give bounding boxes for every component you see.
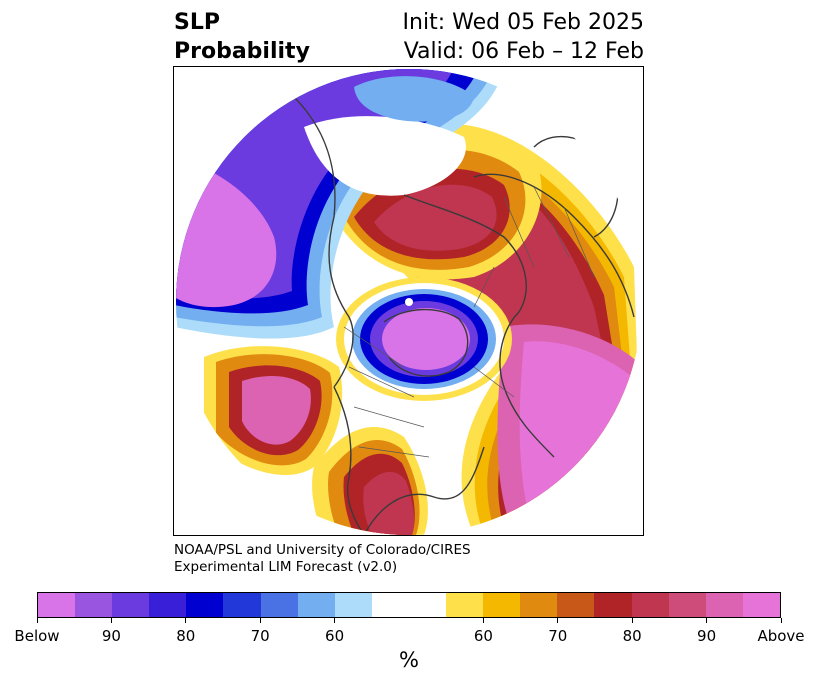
colorbar-tick xyxy=(557,618,559,623)
colorbar-below-segment xyxy=(223,593,261,617)
colorbar-above-segment xyxy=(742,593,780,617)
political-border xyxy=(563,206,595,278)
variable-type: Probability xyxy=(174,39,310,64)
colorbar-tick xyxy=(259,618,261,623)
colorbar-tick xyxy=(780,618,782,623)
colorbar-tick-label: 80 xyxy=(622,627,642,645)
map-title-variable: SLP Probability xyxy=(174,8,310,66)
probability-colorbar xyxy=(37,592,781,618)
coastline xyxy=(363,446,485,535)
political-border xyxy=(473,366,515,398)
coastline xyxy=(383,308,469,377)
colorbar-above-segment xyxy=(557,593,595,617)
colorbar-tick xyxy=(334,618,336,623)
colorbar-below-segment xyxy=(75,593,113,617)
above-region-america xyxy=(363,471,414,535)
valid-range: Valid: 06 Feb – 12 Feb xyxy=(403,39,644,64)
political-border xyxy=(348,366,415,398)
probability-field xyxy=(176,69,642,535)
colorbar-below-segment xyxy=(112,593,150,617)
probability-map-svg xyxy=(176,69,642,535)
colorbar-tick-label: Below xyxy=(14,627,60,645)
political-border xyxy=(533,186,570,258)
political-border xyxy=(353,406,425,428)
colorbar-tick-label: 70 xyxy=(250,627,270,645)
coastline xyxy=(499,311,555,458)
colorbar-below-segment xyxy=(38,593,76,617)
coastline xyxy=(293,96,354,388)
colorbar-below-segment xyxy=(334,593,372,617)
colorbar-tick-label: 60 xyxy=(473,627,493,645)
colorbar-tick xyxy=(185,618,187,623)
political-border xyxy=(503,196,535,268)
colorbar-above-segment xyxy=(520,593,558,617)
colorbar-below-segment xyxy=(186,593,224,617)
colorbar-tick-label: Above xyxy=(757,627,805,645)
variable-name: SLP xyxy=(174,10,220,35)
map-title-dates: Init: Wed 05 Feb 2025 Valid: 06 Feb – 12… xyxy=(403,8,644,66)
above-region-north xyxy=(374,184,497,251)
colorbar-tick xyxy=(36,618,38,623)
political-border xyxy=(343,326,405,368)
colorbar-tick-label: 60 xyxy=(325,627,345,645)
coastline xyxy=(473,173,635,318)
above-region-pacific xyxy=(242,375,311,445)
neutral-region-arctic xyxy=(304,116,466,196)
colorbar-unit-label: % xyxy=(399,648,419,672)
colorbar-tick xyxy=(631,618,633,623)
colorbar-tick-label: 90 xyxy=(101,627,121,645)
colorbar-tick-label: 90 xyxy=(697,627,717,645)
political-border xyxy=(358,446,430,458)
colorbar-tick xyxy=(706,618,708,623)
colorbar-above-segment xyxy=(705,593,743,617)
coastline xyxy=(333,386,365,535)
pole-marker xyxy=(405,298,413,306)
init-date: Init: Wed 05 Feb 2025 xyxy=(402,10,644,35)
colorbar-below-segment xyxy=(297,593,335,617)
colorbar-below-segment xyxy=(149,593,187,617)
colorbar-neutral-segment xyxy=(371,593,447,617)
colorbar-above-segment xyxy=(668,593,706,617)
colorbar-above-segment xyxy=(631,593,669,617)
credit-text: NOAA/PSL and University of Colorado/CIRE… xyxy=(174,542,471,576)
below-region-north-cap xyxy=(354,76,474,122)
colorbar-above-segment xyxy=(446,593,484,617)
credit-line-1: NOAA/PSL and University of Colorado/CIRE… xyxy=(174,542,471,558)
colorbar-above-segment xyxy=(594,593,632,617)
colorbar-tick xyxy=(482,618,484,623)
below-core-pole xyxy=(382,308,470,370)
credit-line-2: Experimental LIM Forecast (v2.0) xyxy=(174,559,398,575)
colorbar-tick-label: 70 xyxy=(548,627,568,645)
colorbar-above-segment xyxy=(483,593,521,617)
colorbar-tick xyxy=(110,618,112,623)
colorbar-below-segment xyxy=(260,593,298,617)
colorbar-tick-label: 80 xyxy=(176,627,196,645)
coastline xyxy=(403,194,527,313)
political-border xyxy=(473,266,495,308)
forecast-map xyxy=(173,66,644,536)
